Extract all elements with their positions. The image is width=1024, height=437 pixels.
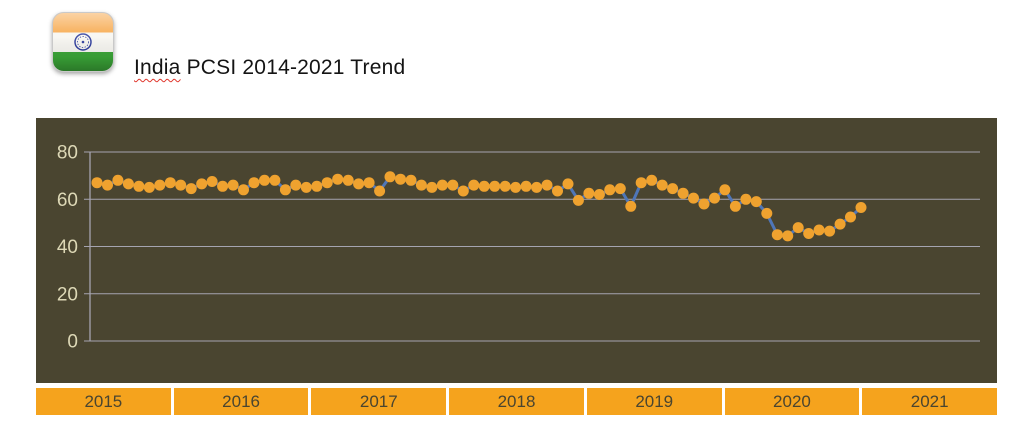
data-point-5	[143, 181, 155, 193]
title-rest: PCSI 2014-2021 Trend	[180, 56, 406, 79]
data-point-66	[782, 230, 794, 242]
data-point-72	[845, 211, 856, 223]
data-point-46	[572, 194, 584, 206]
data-point-39	[499, 180, 511, 192]
data-point-73	[855, 202, 867, 213]
x-axis-year-2015: 2015	[36, 388, 171, 415]
data-point-3	[122, 178, 134, 190]
data-point-55	[667, 183, 679, 195]
x-axis-year-2018: 2018	[449, 388, 584, 415]
pcsi-trend-chart: 80 60 40 20 0	[36, 118, 997, 383]
data-point-9	[185, 183, 197, 195]
data-point-48	[593, 189, 605, 200]
y-tick-label-0: 0	[67, 332, 78, 353]
data-point-49	[604, 184, 616, 196]
data-point-21	[311, 180, 323, 192]
data-point-23	[332, 173, 344, 185]
data-point-20	[300, 181, 312, 193]
data-point-17	[269, 174, 281, 186]
y-tick-label-80: 80	[57, 143, 78, 164]
title-word-india: India	[134, 56, 181, 79]
data-point-16	[259, 174, 270, 186]
data-point-61	[729, 200, 741, 212]
data-point-19	[290, 179, 302, 191]
data-point-38	[489, 180, 501, 192]
data-point-2	[112, 174, 124, 186]
y-tick-label-40: 40	[57, 237, 78, 258]
data-point-18	[279, 184, 291, 196]
data-point-69	[813, 224, 825, 236]
data-point-28	[384, 171, 396, 183]
y-tick-label-20: 20	[57, 284, 78, 305]
data-point-56	[677, 187, 689, 199]
india-flag-icon	[52, 12, 114, 72]
data-point-51	[625, 200, 637, 212]
data-point-22	[321, 177, 333, 189]
data-point-50	[614, 183, 626, 195]
data-point-13	[227, 179, 239, 191]
data-point-4	[133, 180, 145, 192]
data-point-54	[656, 179, 668, 191]
data-point-12	[217, 180, 229, 192]
data-point-70	[824, 225, 836, 237]
data-point-29	[395, 173, 406, 185]
data-point-7	[164, 177, 176, 189]
data-point-33	[436, 179, 448, 191]
data-point-30	[405, 174, 417, 186]
data-point-68	[803, 228, 815, 239]
data-point-8	[175, 179, 187, 191]
data-point-1	[102, 179, 113, 191]
x-axis-year-2020: 2020	[724, 388, 860, 415]
data-point-60	[719, 184, 731, 196]
data-point-62	[740, 193, 752, 205]
data-point-65	[771, 229, 783, 241]
x-axis-year-2017: 2017	[311, 388, 447, 415]
data-point-53	[646, 174, 658, 186]
data-point-57	[688, 192, 699, 204]
data-point-52	[635, 177, 647, 189]
data-point-32	[426, 181, 438, 193]
data-point-14	[238, 184, 249, 196]
data-point-44	[552, 185, 563, 197]
data-point-26	[363, 177, 375, 189]
x-axis-year-2016: 2016	[173, 388, 309, 415]
data-point-71	[834, 218, 846, 230]
data-point-36	[468, 179, 480, 191]
data-point-37	[478, 180, 490, 192]
data-point-25	[353, 178, 365, 190]
data-point-6	[154, 179, 166, 191]
data-point-45	[562, 178, 574, 190]
y-tick-label-60: 60	[57, 190, 78, 211]
data-point-43	[541, 179, 553, 191]
data-point-41	[520, 180, 532, 192]
trend-plot: 80 60 40 20 0	[57, 143, 980, 353]
data-point-59	[709, 192, 720, 204]
data-point-58	[698, 198, 710, 210]
x-axis-year-2019: 2019	[586, 388, 722, 415]
x-axis-year-2021: 2021	[862, 388, 998, 415]
data-point-47	[583, 187, 595, 199]
page-title: India PCSI 2014-2021 Trend	[134, 56, 405, 80]
data-point-34	[447, 179, 459, 191]
data-point-15	[248, 177, 260, 189]
data-point-63	[750, 196, 762, 208]
data-point-24	[342, 174, 354, 186]
data-point-67	[792, 222, 804, 234]
data-point-31	[415, 179, 427, 191]
data-point-11	[206, 176, 218, 187]
data-point-40	[510, 181, 522, 193]
data-point-64	[761, 207, 773, 219]
x-axis-year-row: 2015 2016 2017 2018 2019 2020 2021	[36, 388, 998, 415]
data-point-35	[457, 185, 469, 197]
data-point-42	[531, 181, 543, 193]
data-point-0	[91, 177, 103, 189]
data-point-10	[196, 178, 208, 190]
data-point-27	[374, 185, 386, 197]
